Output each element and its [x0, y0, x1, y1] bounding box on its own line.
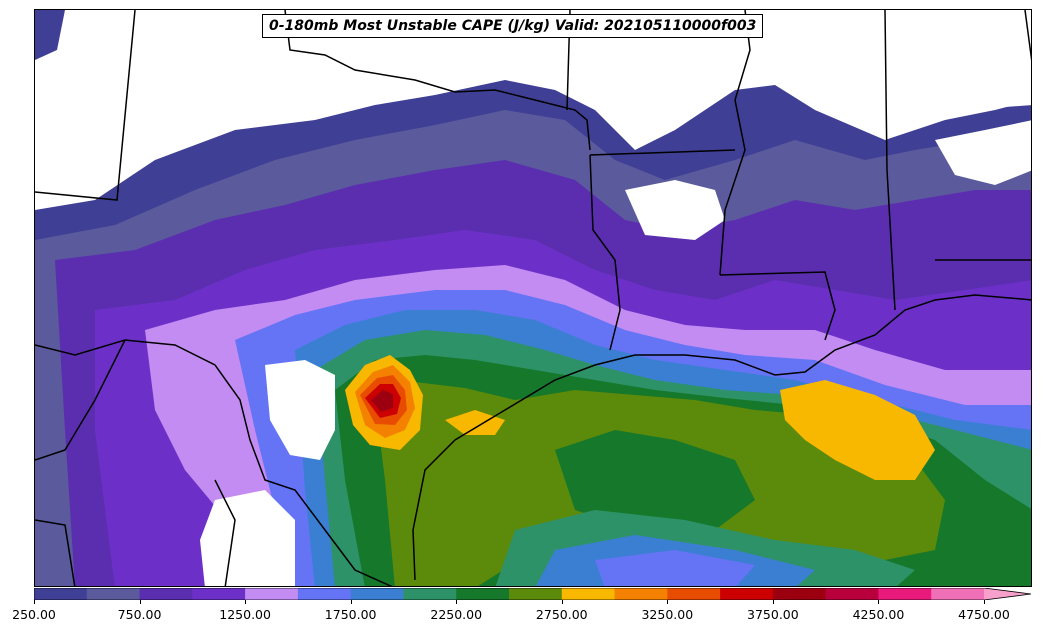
colorbar-segment — [34, 588, 88, 600]
colorbar-segment — [878, 588, 932, 600]
colorbar-segment — [350, 588, 404, 600]
colorbar-tick-label: 2750.00 — [535, 607, 588, 622]
cape-band-2750-coast — [445, 410, 505, 435]
state-line-ar-la — [589, 149, 736, 156]
mexico-state-line — [35, 519, 76, 586]
no-cape-west-texas — [265, 360, 335, 460]
state-line-nm-tx — [35, 10, 136, 201]
state-line-al-ga — [1024, 10, 1031, 61]
colorbar-tick-mark — [878, 600, 880, 604]
colorbar-tick-label: 4250.00 — [852, 607, 905, 622]
no-cape-oklahoma — [35, 10, 595, 200]
colorbar-segment — [561, 588, 616, 600]
cape-band-2750-east — [780, 380, 935, 480]
colorbar-tick-mark — [667, 600, 669, 604]
colorbar — [34, 588, 1032, 600]
border-rio-grande — [35, 339, 393, 586]
cape-contours — [35, 10, 1031, 586]
cape-band-inner-2250 — [555, 430, 755, 530]
no-cape-east — [935, 120, 1031, 185]
colorbar-extend-arrow — [984, 588, 1031, 600]
no-cape-mexico — [200, 490, 295, 586]
state-line-mississippi-river — [719, 10, 751, 276]
mexico-state-line-3 — [214, 479, 236, 586]
colorbar-tick-label: 3250.00 — [641, 607, 694, 622]
colorbar-tick-mark — [34, 600, 35, 604]
colorbar-tick-label: 250.00 — [12, 607, 56, 622]
colorbar-segment — [245, 588, 299, 600]
boundary-lines — [35, 10, 1031, 586]
colorbar-segment — [931, 588, 985, 600]
state-line-ms-al — [884, 10, 896, 311]
colorbar-segment — [86, 588, 141, 600]
colorbar-segment — [772, 588, 827, 600]
colorbar-tick-label: 2250.00 — [430, 607, 483, 622]
colorbar-tick-label: 1250.00 — [219, 607, 271, 622]
cape-map — [35, 10, 1031, 586]
colorbar-tick-mark — [561, 600, 563, 604]
colorbar-tick-label: 1750.00 — [324, 607, 377, 622]
colorbar-segment — [456, 588, 510, 600]
colorbar-tick-label: 4750.00 — [958, 607, 1010, 622]
colorbar-segment — [192, 588, 246, 600]
colorbar-tick-mark — [350, 600, 352, 604]
coastline-gulf — [412, 294, 1031, 581]
colorbar-segment — [403, 588, 457, 600]
colorbar-segment — [509, 588, 563, 600]
colorbar-tick-label: 750.00 — [117, 607, 162, 622]
no-cape-arkansas — [625, 180, 725, 240]
colorbar-tick-mark — [139, 600, 141, 604]
state-line-ok-ar — [284, 10, 591, 151]
colorbar-tick-mark — [245, 600, 247, 604]
cape-band-inner-1500 — [595, 550, 755, 586]
colorbar-segment — [614, 588, 668, 600]
colorbar-tick-mark — [772, 600, 774, 604]
colorbar-segment — [139, 588, 193, 600]
colorbar-segment — [297, 588, 352, 600]
state-line-tx-la — [589, 154, 621, 351]
colorbar-tick-mark — [984, 600, 985, 604]
cape-band-3750 — [371, 390, 393, 412]
state-line-la-ms — [719, 271, 836, 341]
colorbar-segment — [825, 588, 879, 600]
colorbar-tick-label: 3750.00 — [747, 607, 799, 622]
map-area — [34, 9, 1032, 587]
map-title: 0-180mb Most Unstable CAPE (J/kg) Valid:… — [262, 14, 764, 38]
mexico-state-line-2 — [35, 339, 126, 461]
colorbar-segment — [667, 588, 721, 600]
colorbar-segment — [720, 588, 774, 600]
colorbar-tick-mark — [456, 600, 458, 604]
